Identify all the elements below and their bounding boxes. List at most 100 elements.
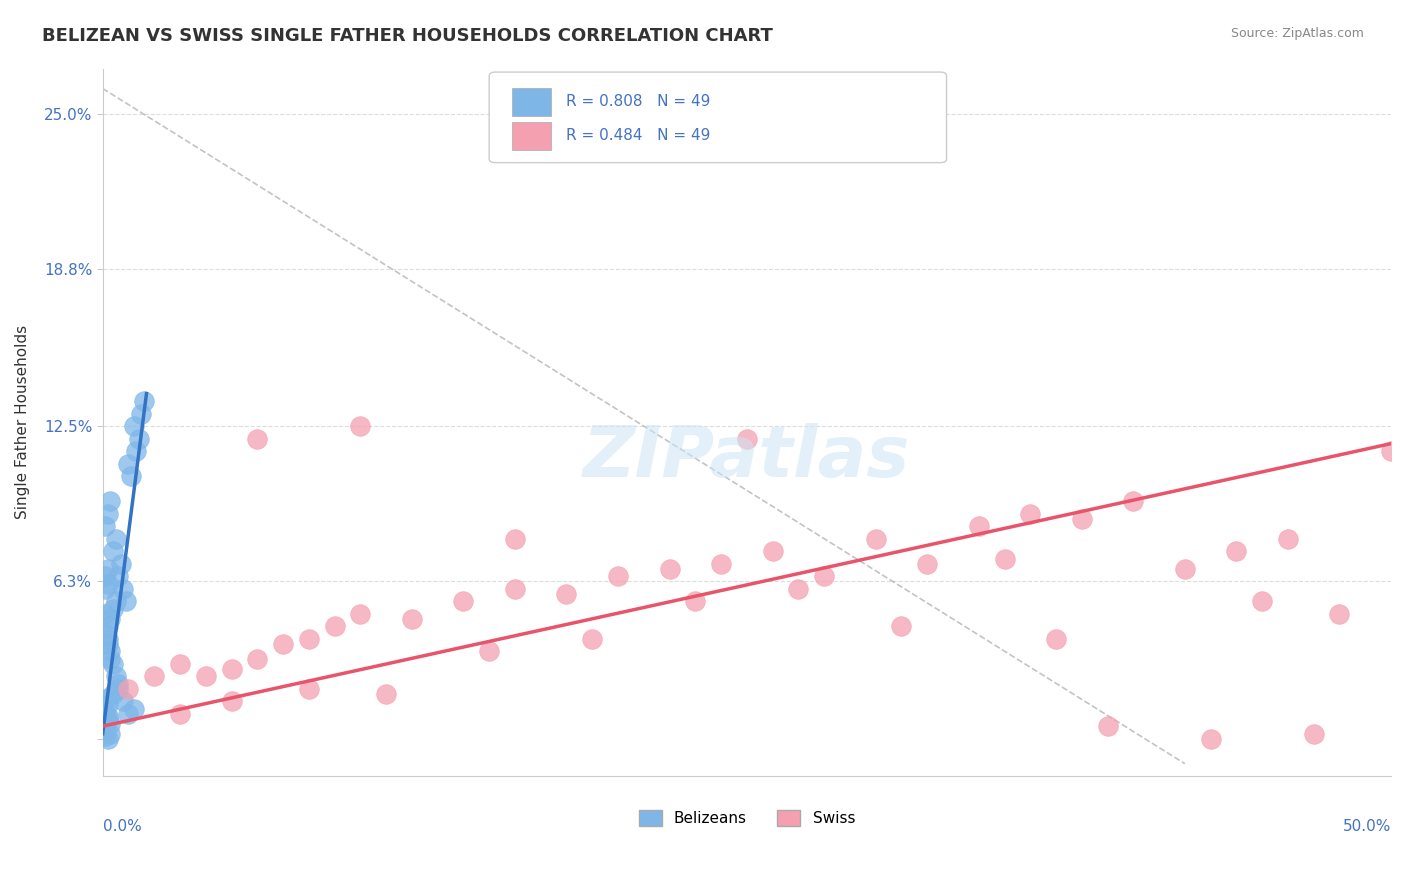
Point (94, 607, 117, 621)
Point (298, 681, 321, 696)
Point (94, 719, 117, 733)
Point (271, 637, 294, 651)
Text: BELIZEAN VS SWISS SINGLE FATHER HOUSEHOLDS CORRELATION CHART: BELIZEAN VS SWISS SINGLE FATHER HOUSEHOL… (42, 27, 773, 45)
Point (169, 706, 191, 721)
Point (143, 669, 166, 683)
Point (787, 582, 810, 596)
Point (401, 612, 423, 626)
Text: 0.0%: 0.0% (103, 819, 142, 834)
Point (503, 582, 526, 596)
Point (169, 657, 191, 671)
Point (100, 727, 122, 741)
Text: R = 0.808   N = 49: R = 0.808 N = 49 (567, 95, 711, 110)
Point (107, 569, 129, 583)
Point (1302, 727, 1324, 741)
Point (101, 657, 124, 671)
Point (112, 694, 135, 708)
Point (122, 419, 145, 434)
Point (112, 582, 135, 596)
Point (101, 544, 124, 558)
Point (94, 704, 117, 718)
Point (375, 687, 398, 701)
Point (101, 687, 124, 701)
Point (107, 676, 129, 690)
Point (323, 619, 346, 633)
Point (503, 532, 526, 546)
Point (710, 557, 733, 571)
Point (349, 419, 371, 434)
Point (221, 694, 243, 708)
Point (555, 587, 578, 601)
Point (104, 594, 127, 608)
Point (658, 561, 681, 575)
Point (97, 561, 120, 575)
Point (128, 432, 150, 446)
Point (1070, 511, 1092, 525)
Text: R = 0.484   N = 49: R = 0.484 N = 49 (567, 128, 711, 144)
Point (813, 569, 835, 583)
Point (122, 701, 145, 715)
Point (97, 731, 120, 746)
Point (97, 576, 120, 591)
Point (607, 569, 630, 583)
Point (349, 607, 371, 621)
Point (117, 706, 139, 721)
Bar (512, 121, 551, 150)
Point (100, 644, 122, 658)
Point (1379, 444, 1402, 458)
Point (115, 594, 138, 608)
FancyBboxPatch shape (489, 72, 946, 162)
Point (1199, 731, 1222, 746)
Point (97, 709, 120, 723)
Text: 50.0%: 50.0% (1343, 819, 1391, 834)
Point (890, 619, 912, 633)
Point (685, 594, 707, 608)
Point (1251, 594, 1274, 608)
Y-axis label: Single Father Households: Single Father Households (15, 326, 30, 519)
Point (94, 691, 117, 706)
Text: ZIPatlas: ZIPatlas (583, 423, 911, 492)
Text: Source: ZipAtlas.com: Source: ZipAtlas.com (1230, 27, 1364, 40)
Point (246, 651, 269, 665)
Point (967, 519, 990, 533)
Point (100, 612, 122, 626)
Point (1122, 494, 1144, 508)
Point (1174, 561, 1197, 575)
Point (101, 601, 124, 615)
Point (1045, 632, 1067, 646)
Point (97, 632, 120, 646)
Point (97, 712, 120, 726)
Point (865, 532, 887, 546)
Point (97, 619, 120, 633)
Point (97, 697, 120, 711)
Point (298, 632, 321, 646)
Point (104, 532, 127, 546)
Point (194, 669, 217, 683)
Point (117, 681, 139, 696)
Point (246, 432, 269, 446)
Point (110, 557, 132, 571)
Bar (512, 87, 551, 116)
Legend: Belizeans, Swiss: Belizeans, Swiss (633, 804, 860, 832)
Point (1019, 507, 1042, 521)
Point (100, 494, 122, 508)
Point (100, 716, 122, 731)
Point (97, 507, 120, 521)
Point (1277, 532, 1299, 546)
Point (94, 519, 117, 533)
Point (94, 724, 117, 739)
Point (120, 469, 142, 483)
Point (94, 582, 117, 596)
Point (581, 632, 603, 646)
Point (104, 669, 127, 683)
Point (993, 551, 1015, 566)
Point (97, 637, 120, 651)
Point (100, 651, 122, 665)
Point (915, 557, 938, 571)
Point (94, 729, 117, 743)
Point (735, 432, 758, 446)
Point (131, 407, 153, 421)
Point (1329, 607, 1351, 621)
Point (1097, 719, 1119, 733)
Point (117, 457, 139, 471)
